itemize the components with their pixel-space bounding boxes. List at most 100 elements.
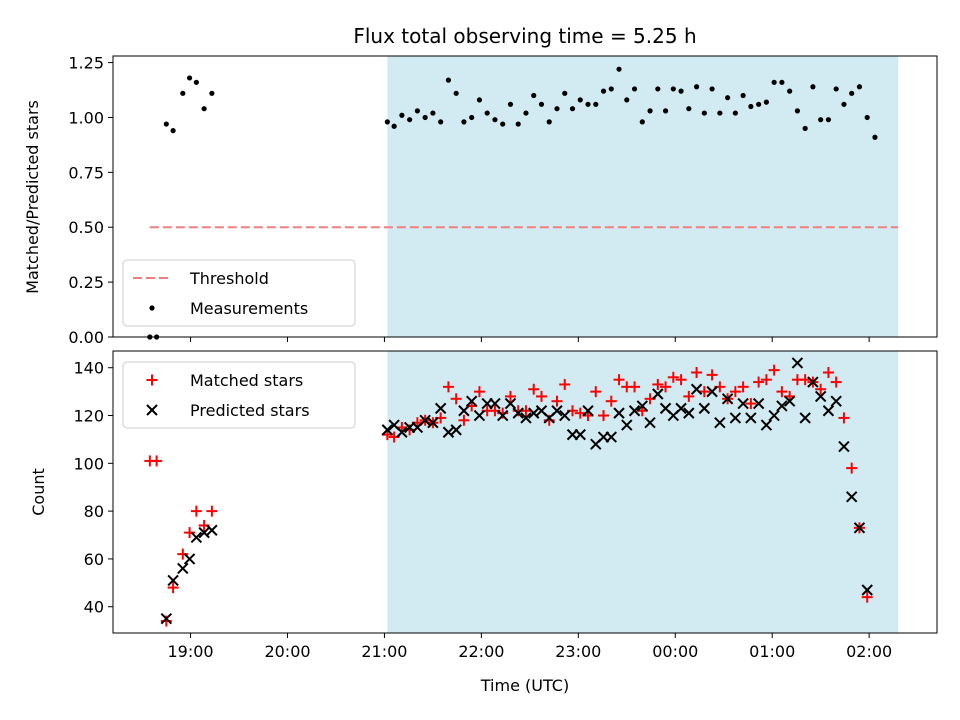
measurement-point [732, 110, 738, 116]
x-stroke [644, 416, 656, 429]
dot-shape [849, 90, 855, 96]
x-stroke [489, 397, 501, 410]
x-stroke [768, 409, 780, 422]
predicted-stars-point [520, 412, 532, 424]
matched-stars-point [520, 405, 532, 417]
x-axis-label: Time (UTC) [480, 676, 569, 695]
measurement-point [856, 84, 863, 90]
measurement-point [469, 114, 475, 121]
x-stroke [396, 426, 408, 438]
measurement-point [678, 88, 684, 94]
dot-shape [515, 121, 521, 127]
x-tick-label: 20:00 [264, 642, 310, 661]
x-tick-label: 22:00 [458, 642, 504, 661]
x-stroke [721, 393, 734, 405]
dot-shape [593, 101, 599, 107]
dot-shape [562, 90, 568, 96]
dot-shape [608, 86, 614, 92]
matched-stars-point [667, 371, 679, 383]
measurement-point [507, 101, 514, 107]
dot-shape [880, 0, 885, 3]
count-panel: 19:00 20:00 21:00 22:00 23:00 00:00 01:00 02:00… [73, 350, 938, 661]
observing-span [387, 351, 899, 633]
predicted-stars-point [768, 409, 780, 422]
dot-shape [407, 117, 413, 123]
x-stroke [442, 426, 455, 438]
x-stroke [838, 440, 850, 453]
dot-shape [872, 134, 878, 140]
dot-shape [647, 108, 653, 114]
predicted-stars-point [822, 405, 835, 417]
x-tick-label: 23:00 [555, 642, 601, 661]
matched-stars-point [799, 374, 811, 386]
measurement-point [186, 75, 193, 81]
x-stroke [853, 522, 866, 534]
predicted-stars-point [183, 553, 196, 565]
dot-shape [779, 79, 785, 85]
dot-shape [569, 106, 576, 112]
measurement-point [662, 108, 669, 114]
x-stroke [450, 424, 462, 436]
dot-shape [655, 86, 661, 92]
dot-shape [624, 97, 630, 103]
measurement-point [562, 90, 568, 96]
dot-shape [740, 92, 746, 99]
x-tick-label: 01:00 [749, 642, 795, 661]
predicted-stars-point [419, 414, 431, 427]
x-stroke [520, 412, 532, 424]
measurement-point [608, 86, 614, 92]
measurement-point [693, 84, 700, 90]
dot-shape [186, 75, 193, 81]
x-stroke [729, 412, 742, 424]
matched-stars-point [151, 455, 163, 467]
x-stroke [535, 405, 548, 417]
dot-shape [787, 88, 793, 94]
legend-label: Predicted stars [190, 401, 310, 420]
measurement-point [170, 128, 176, 134]
matched-stars-point [776, 386, 788, 398]
predicted-stars-point [745, 412, 757, 424]
predicted-stars-point [636, 400, 649, 412]
predicted-stars-point [698, 402, 711, 415]
matched-stars-point [190, 505, 202, 517]
measurement-point [779, 79, 785, 85]
measurement-point [787, 88, 793, 94]
dot-shape [794, 108, 801, 114]
dot-shape [438, 119, 444, 125]
matched-stars-point [613, 374, 625, 386]
predicted-stars-point [381, 424, 394, 436]
dot-shape [756, 101, 762, 107]
matched-stars-point [551, 395, 563, 407]
x-stroke [528, 407, 540, 419]
matched-stars-point [683, 390, 695, 402]
measurement-point [880, 0, 885, 3]
matched-stars-point [167, 582, 179, 594]
dot-shape [209, 90, 215, 96]
matched-stars-point [598, 410, 610, 422]
matched-stars-point [206, 505, 218, 517]
matched-stars-point [559, 378, 571, 390]
dot-shape [399, 112, 405, 118]
matched-stars-point [830, 376, 842, 388]
measurement-point [577, 97, 583, 103]
predicted-stars-point [427, 416, 439, 429]
x-stroke [198, 526, 210, 539]
dot-shape [662, 108, 669, 114]
dot-shape [670, 86, 676, 92]
legend-label: Measurements [190, 299, 308, 318]
matched-stars-point [605, 395, 617, 407]
measurement-point [163, 121, 169, 127]
x-stroke [621, 419, 633, 431]
predicted-stars-point [814, 390, 827, 403]
matched-stars-point [675, 374, 687, 386]
legend-item: Threshold [133, 269, 269, 288]
x-stroke [636, 400, 649, 412]
x-stroke [388, 419, 400, 431]
x-stroke [799, 412, 811, 424]
matched-stars-point [590, 386, 602, 398]
dot-shape [732, 110, 738, 116]
dot-shape [461, 119, 467, 125]
y-tick-label: 80 [84, 502, 104, 521]
predicted-stars-point [838, 440, 850, 453]
dot-shape [802, 125, 808, 132]
